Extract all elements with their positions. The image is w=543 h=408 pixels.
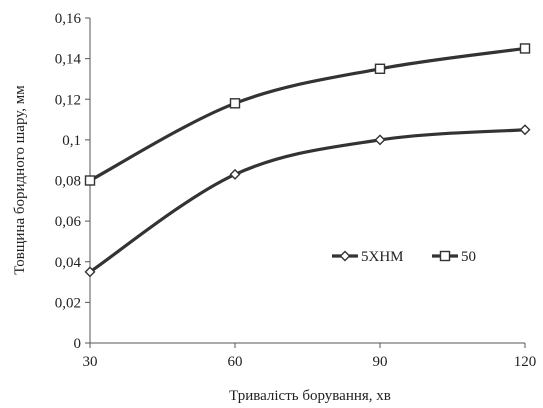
y-tick-label: 0,16 bbox=[55, 11, 82, 27]
data-point bbox=[519, 43, 531, 54]
legend-item-2: 50 bbox=[432, 249, 476, 265]
legend: 5ХНМ 50 bbox=[332, 249, 476, 265]
y-tick-label: 0,02 bbox=[55, 295, 81, 311]
data-point bbox=[84, 266, 96, 278]
series-line bbox=[89, 46, 526, 182]
data-point bbox=[229, 98, 241, 109]
legend-marker bbox=[439, 250, 451, 262]
series-1 bbox=[84, 124, 531, 278]
x-axis-label: Тривалість борування, хв bbox=[229, 388, 391, 404]
y-axis-label: Товщина боридного шару, мм bbox=[12, 85, 28, 275]
x-tick-label: 120 bbox=[514, 354, 537, 370]
y-tick-label: 0,14 bbox=[55, 52, 82, 68]
data-point bbox=[229, 168, 241, 180]
data-point bbox=[374, 63, 386, 74]
data-point bbox=[84, 175, 96, 186]
y-tick-label: 0,12 bbox=[55, 92, 81, 108]
y-tick-label: 0,1 bbox=[62, 133, 81, 149]
legend-label: 50 bbox=[461, 249, 476, 265]
y-tick-label: 0,08 bbox=[55, 174, 81, 190]
x-tick-label: 60 bbox=[228, 354, 243, 370]
legend-label: 5ХНМ bbox=[361, 249, 404, 265]
axes: 0 0,02 0,04 0,06 0,08 0,1 0,12 0,14 0,16 30 60 90 12… bbox=[55, 11, 537, 370]
legend-item-1: 5ХНМ bbox=[332, 249, 404, 265]
data-point bbox=[519, 124, 531, 136]
legend-marker bbox=[339, 250, 351, 262]
x-tick-label: 30 bbox=[83, 354, 98, 370]
x-tick-label: 90 bbox=[373, 354, 388, 370]
data-point bbox=[374, 134, 386, 146]
series-2 bbox=[84, 43, 531, 186]
y-tick-label: 0 bbox=[74, 336, 82, 352]
y-tick-label: 0,06 bbox=[55, 214, 82, 230]
y-tick-label: 0,04 bbox=[55, 255, 82, 271]
series-line bbox=[89, 128, 526, 274]
series-layer bbox=[84, 43, 531, 278]
